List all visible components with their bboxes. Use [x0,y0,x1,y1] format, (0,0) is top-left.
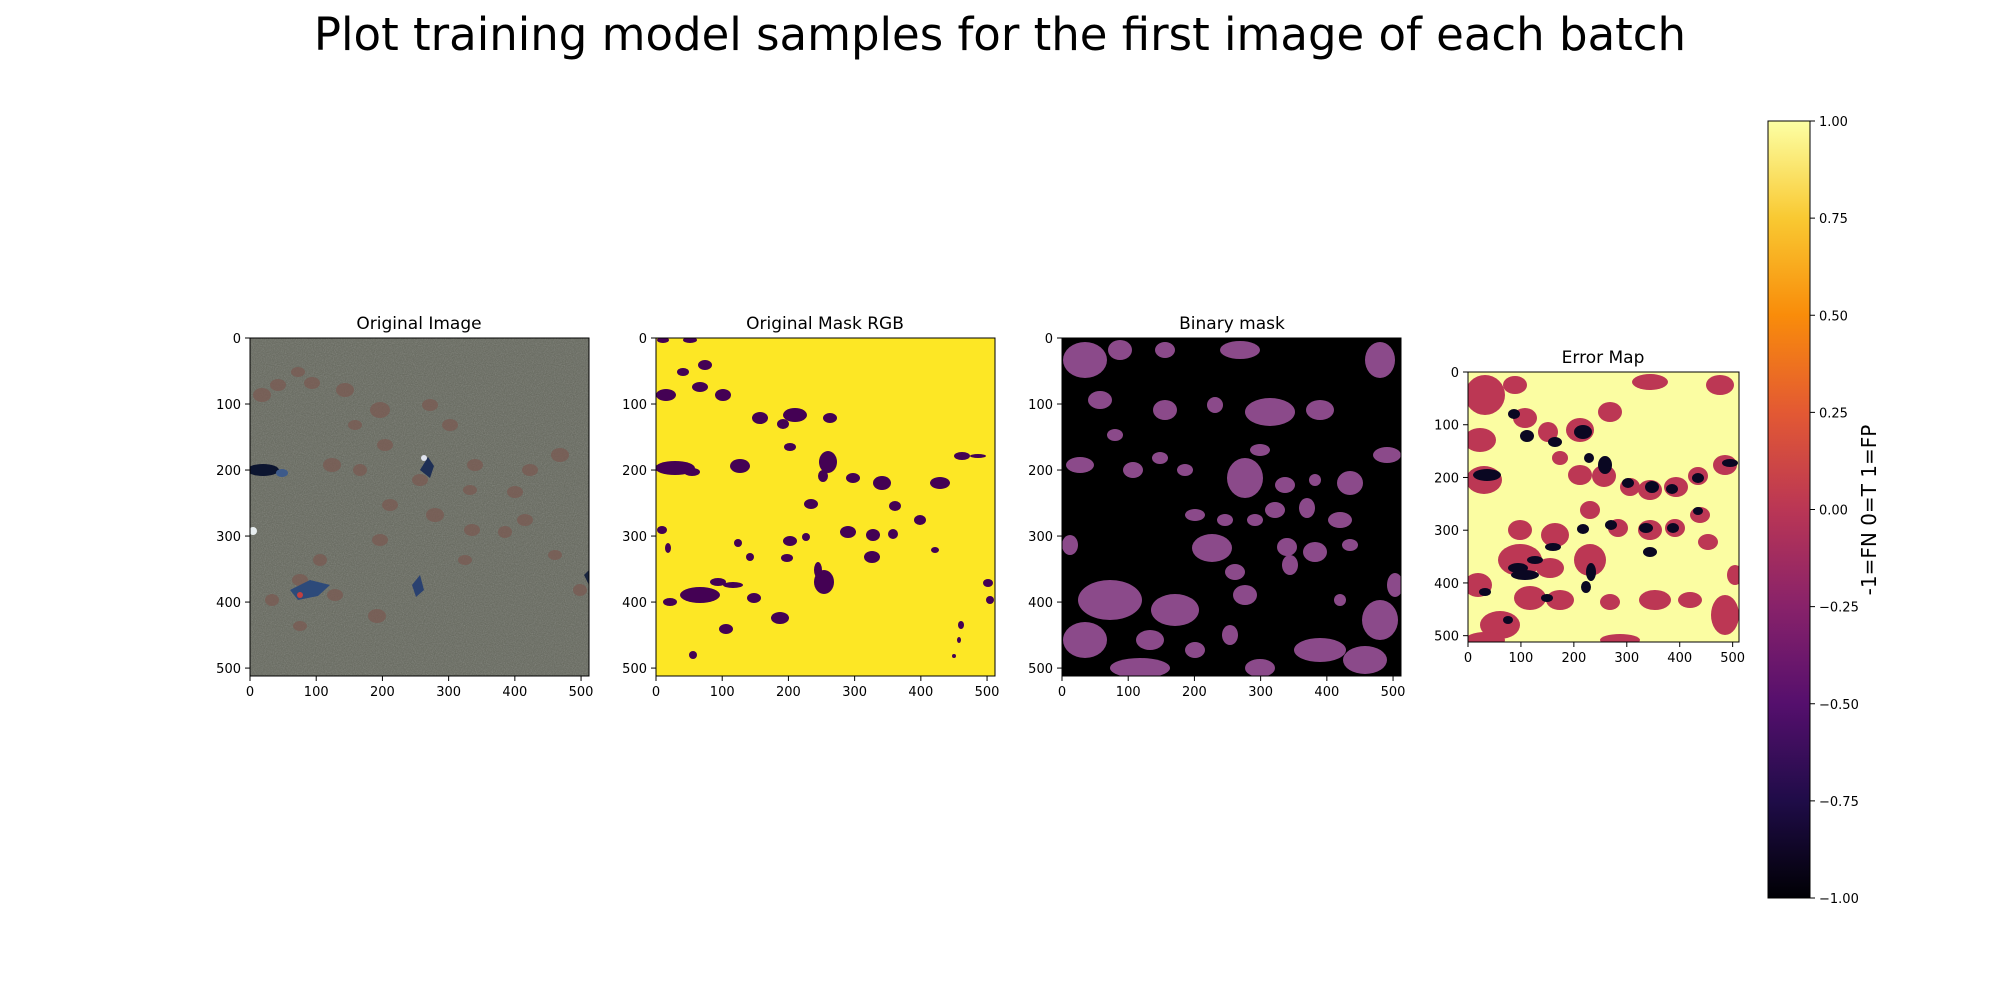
y-tick-label: 500 [1028,662,1053,677]
panel-error-map: Error Map [1468,348,1739,642]
y-tick-label: 300 [216,530,241,545]
x-tick-label: 300 [1614,651,1639,666]
x-tick-label: 400 [908,685,933,700]
y-tick-label: 300 [1434,524,1459,539]
y-tick-label: 200 [216,464,241,479]
axes-layer: 0 100 200 300 400 500 0 100 200 300 400 500 0 100 200 3… [216,332,1745,700]
y-tick-label: 100 [216,398,241,413]
y-tick-label: 400 [622,596,647,611]
y-tick-label: 300 [622,530,647,545]
panel-title-original-mask: Original Mask RGB [746,314,904,334]
panel-title-error-map: Error Map [1562,348,1645,368]
y-tick-label: 100 [1434,419,1459,434]
x-tick-label: 100 [710,685,735,700]
x-tick-label: 500 [975,685,1000,700]
axes-frame [249,337,590,677]
axes-panel-2: 0 100 200 300 400 500 0 100 200 300 400 500 [1028,332,1405,700]
y-tick-label: 0 [233,332,241,347]
y-tick-label: 100 [1028,398,1053,413]
axes-frame [1061,337,1402,677]
people-in-photo [250,455,589,600]
y-tick-label: 200 [622,464,647,479]
colorbar: 1.00 0.75 0.50 0.25 0.00 −0.25 −0.50 −0.75 −1.00… [1767,115,1881,907]
axes-panel-0: 0 100 200 300 400 500 0 100 200 300 400 500 [216,332,593,700]
y-tick-label: 200 [1028,464,1053,479]
x-tick-label: 0 [1058,685,1066,700]
colorbar-tick-label: 0.00 [1819,504,1848,519]
x-tick-label: 0 [246,685,254,700]
x-tick-label: 300 [436,685,461,700]
colorbar-label: -1=FN 0=T 1=FP [1857,425,1881,596]
colorbar-tick-label: −0.25 [1819,601,1859,616]
colorbar-tick-label: 0.50 [1819,309,1848,324]
binary-mask-image [1062,338,1401,676]
error-map-image [1468,372,1739,642]
x-tick-label: 0 [652,685,660,700]
y-tick-label: 300 [1028,530,1053,545]
x-tick-label: 200 [1561,651,1586,666]
axes-frame [1467,371,1740,643]
original-image-photo [250,338,589,676]
colorbar-tick-label: 1.00 [1819,115,1848,130]
original-mask-image [656,338,995,676]
colorbar-tick-label: −0.50 [1819,698,1859,713]
y-tick-label: 400 [1028,596,1053,611]
panel-title-binary-mask: Binary mask [1179,314,1285,334]
figure-title: Plot training model samples for the firs… [313,8,1687,61]
panel-original-mask: Original Mask RGB [656,314,995,676]
x-tick-label: 200 [370,685,395,700]
colorbar-ticks: 1.00 0.75 0.50 0.25 0.00 −0.25 −0.50 −0.75 −1.00 [1810,115,1859,907]
x-tick-label: 500 [1381,685,1406,700]
x-tick-label: 500 [1720,651,1745,666]
colorbar-tick-label: −0.75 [1819,795,1859,810]
y-tick-label: 0 [1045,332,1053,347]
x-tick-label: 0 [1464,651,1472,666]
colorbar-tick-label: 0.25 [1819,406,1848,421]
axes-panel-1: 0 100 200 300 400 500 0 100 200 300 400 500 [622,332,999,700]
colorbar-tick-label: −1.00 [1819,892,1859,907]
x-tick-label: 200 [776,685,801,700]
y-tick-label: 100 [622,398,647,413]
panel-original-image: Original Image [250,314,589,676]
y-tick-label: 400 [216,596,241,611]
x-tick-label: 100 [304,685,329,700]
colorbar-tick-label: 0.75 [1819,212,1848,227]
colorbar-gradient [1767,120,1811,899]
panel-binary-mask: Binary mask [1062,314,1401,676]
y-tick-label: 500 [1434,630,1459,645]
panel-title-original-image: Original Image [356,314,481,334]
y-tick-label: 0 [639,332,647,347]
x-tick-label: 100 [1116,685,1141,700]
x-tick-label: 300 [842,685,867,700]
x-tick-label: 500 [569,685,594,700]
x-tick-label: 400 [502,685,527,700]
x-tick-label: 200 [1182,685,1207,700]
y-tick-label: 400 [1434,577,1459,592]
axes-frame [655,337,996,677]
x-tick-label: 300 [1248,685,1273,700]
y-tick-label: 0 [1451,366,1459,381]
y-tick-label: 200 [1434,471,1459,486]
x-tick-label: 100 [1509,651,1534,666]
axes-panel-3: 0 100 200 300 400 500 0 100 200 300 400 500 [1434,366,1745,666]
x-tick-label: 400 [1314,685,1339,700]
x-tick-label: 400 [1667,651,1692,666]
y-tick-label: 500 [622,662,647,677]
y-tick-label: 500 [216,662,241,677]
